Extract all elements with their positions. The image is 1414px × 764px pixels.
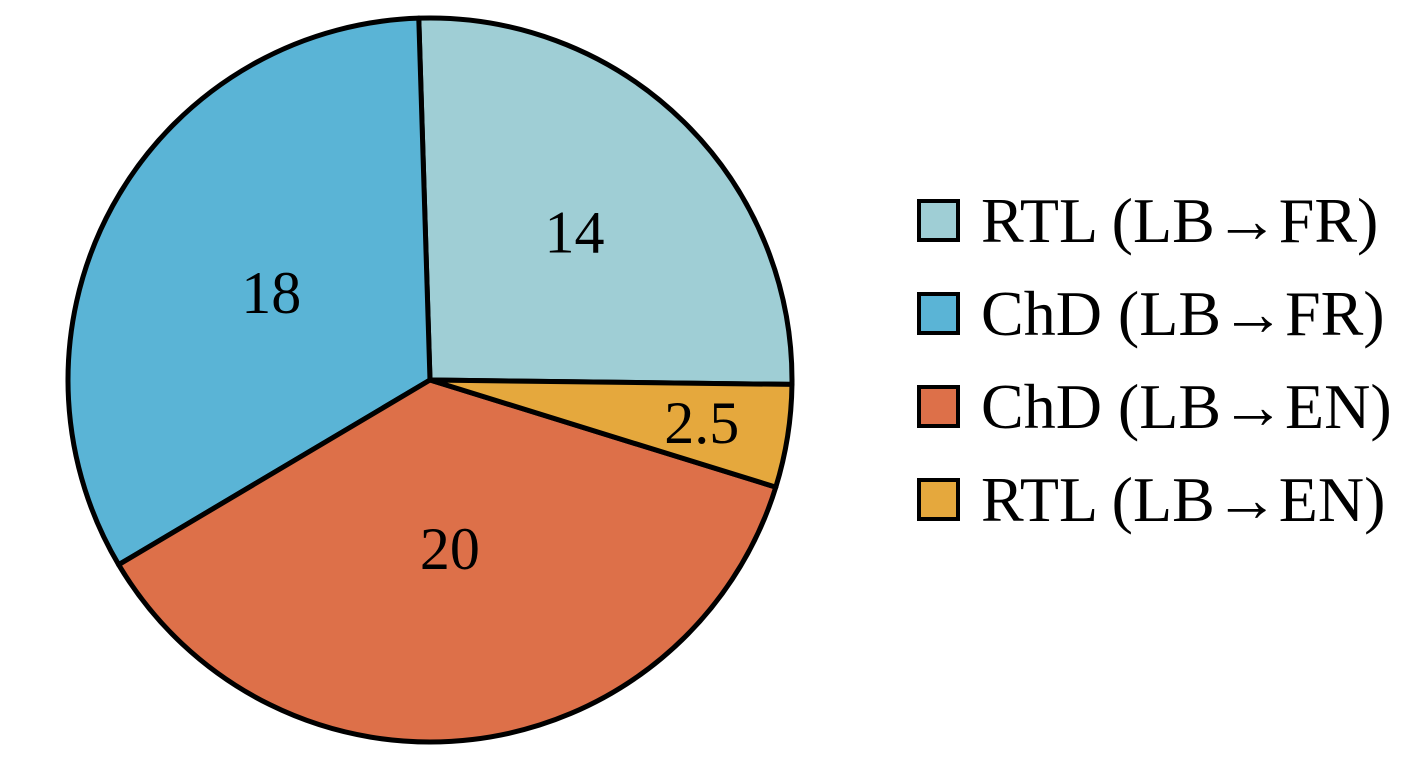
slice-value-label: 20 — [420, 516, 480, 582]
pie-chart: 14 18 20 2.5 — [65, 15, 795, 745]
legend-swatch — [917, 292, 960, 335]
legend: RTL (LB→FR) ChD (LB→FR) ChD (LB→EN) RTL … — [917, 174, 1392, 546]
legend-swatch — [917, 199, 960, 242]
slice-value-label: 2.5 — [664, 390, 739, 456]
legend-item: RTL (LB→EN) — [917, 453, 1392, 546]
legend-label: ChD (LB→FR) — [981, 277, 1385, 349]
pie-slice — [427, 377, 795, 490]
pie-slice — [416, 15, 795, 387]
legend-label: RTL (LB→EN) — [981, 463, 1386, 535]
slice-value-label: 18 — [241, 260, 301, 326]
legend-label: ChD (LB→EN) — [981, 370, 1392, 442]
legend-item: ChD (LB→EN) — [917, 360, 1392, 453]
legend-item: RTL (LB→FR) — [917, 174, 1392, 267]
legend-label: RTL (LB→FR) — [981, 184, 1379, 256]
legend-swatch — [917, 478, 960, 521]
legend-item: ChD (LB→FR) — [917, 267, 1392, 360]
pie-slice — [116, 377, 779, 745]
pie-slice — [65, 15, 433, 568]
slice-value-label: 14 — [545, 200, 605, 266]
legend-swatch — [917, 385, 960, 428]
